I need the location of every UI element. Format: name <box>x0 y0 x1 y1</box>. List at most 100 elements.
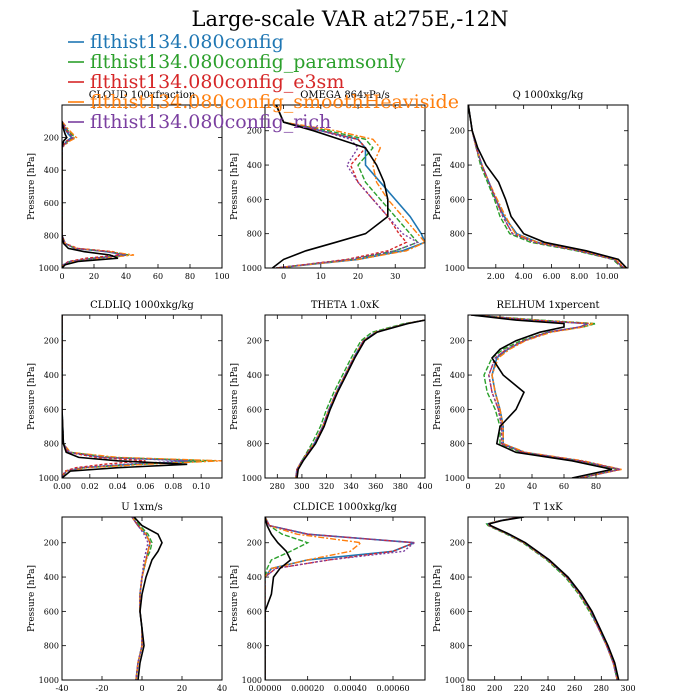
y-tick-label: 1000 <box>242 676 262 685</box>
x-tick-label: 0.00040 <box>334 684 367 693</box>
panel-lines <box>62 120 135 268</box>
x-tick-label: 220 <box>514 684 529 693</box>
x-tick-label: 0 <box>59 272 64 281</box>
y-tick-label: 1000 <box>39 264 59 273</box>
series-line-3 <box>275 105 425 268</box>
y-tick-label: 800 <box>450 440 465 449</box>
panel-title: OMEGA 864xPa/s <box>300 90 390 101</box>
legend-label: flthist134.080config <box>90 31 284 53</box>
y-tick-label: 200 <box>450 539 465 548</box>
panel-lines <box>468 105 628 268</box>
series-line-1 <box>62 120 130 268</box>
x-tick-label: 0.00020 <box>291 684 324 693</box>
series-line-2 <box>265 517 415 680</box>
panel-title: CLOUD 100xfraction <box>89 90 196 101</box>
panel-title: Q 1000xkg/kg <box>513 90 584 101</box>
panel-frame <box>61 314 223 479</box>
legend-item-4: flthist134.080config_rich <box>68 111 331 133</box>
legend-label: flthist134.080config_smoothHeaviside <box>90 91 459 113</box>
panel-frame <box>467 104 629 269</box>
y-tick-label: 1000 <box>445 264 465 273</box>
panel-frame <box>61 104 223 269</box>
x-tick-label: 300 <box>294 482 309 491</box>
panel-frame <box>467 516 629 681</box>
x-tick-label: 40 <box>527 482 537 491</box>
panel-title: CLDICE 1000xkg/kg <box>293 502 397 513</box>
y-tick-label: 1000 <box>39 474 59 483</box>
y-tick-label: 200 <box>450 127 465 136</box>
series-line-4 <box>275 105 420 268</box>
series-line-1 <box>485 517 618 680</box>
y-tick-label: 600 <box>44 607 59 616</box>
y-tick-label: 200 <box>450 337 465 346</box>
series-line-5 <box>296 319 425 478</box>
series-line-4 <box>265 517 417 680</box>
panel-8: 180 200 220 240 260 280 300 200 400 600 800 1000 Pre… <box>433 502 636 693</box>
series-line-1 <box>295 319 425 478</box>
x-tick-label: 100 <box>214 272 229 281</box>
x-tick-label: 320 <box>319 482 334 491</box>
x-tick-label: -40 <box>56 684 69 693</box>
x-tick-label: 360 <box>368 482 383 491</box>
series-line-5 <box>133 517 163 680</box>
x-tick-label: 80 <box>591 482 601 491</box>
x-tick-label: 0.04 <box>109 482 127 491</box>
x-tick-label: 0.10 <box>192 482 210 491</box>
legend-label: flthist134.080config_rich <box>90 111 331 133</box>
series-line-4 <box>471 315 621 478</box>
x-tick-label: 180 <box>460 684 475 693</box>
y-tick-label: 800 <box>44 642 59 651</box>
series-line-1 <box>265 517 310 680</box>
y-tick-label: 200 <box>247 539 262 548</box>
x-tick-label: 0.02 <box>81 482 99 491</box>
x-tick-label: 0 <box>281 272 286 281</box>
panel-lines <box>485 517 620 680</box>
y-axis-label: Pressure [hPa] <box>433 565 443 632</box>
y-tick-label: 800 <box>247 230 262 239</box>
x-tick-label: 0.00 <box>53 482 71 491</box>
legend: flthist134.080config flthist134.080config… <box>68 31 459 133</box>
y-tick-label: 400 <box>44 573 59 582</box>
x-tick-label: 20 <box>353 272 363 281</box>
legend-item-2: flthist134.080config_e3sm <box>68 71 344 93</box>
y-tick-label: 400 <box>247 371 262 380</box>
series-line-3 <box>471 315 622 478</box>
panel-lines <box>471 315 622 478</box>
panel-1: 0 10 20 30 200 400 600 800 1000 Pressure [hPa] OME… <box>230 90 426 281</box>
series-line-4 <box>468 105 625 268</box>
series-line-5 <box>471 315 613 478</box>
series-line-3 <box>486 517 618 680</box>
y-tick-label: 600 <box>450 195 465 204</box>
y-tick-label: 200 <box>247 337 262 346</box>
x-tick-label: 0 <box>465 482 470 491</box>
y-tick-label: 400 <box>44 371 59 380</box>
series-line-4 <box>131 517 149 680</box>
x-tick-label: 0.06 <box>137 482 155 491</box>
panel-4: 280 300 320 340 360 380 400 200 400 600 800 1000 Pre… <box>230 300 433 491</box>
x-tick-label: 40 <box>217 684 227 693</box>
y-tick-label: 400 <box>450 371 465 380</box>
y-tick-label: 1000 <box>445 474 465 483</box>
x-tick-label: 40 <box>121 272 131 281</box>
series-line-5 <box>271 105 389 268</box>
series-line-0 <box>275 105 425 268</box>
y-tick-label: 800 <box>247 440 262 449</box>
series-line-5 <box>62 121 119 268</box>
x-tick-label: 340 <box>344 482 359 491</box>
series-line-4 <box>62 120 127 268</box>
y-tick-label: 1000 <box>242 474 262 483</box>
y-tick-label: 800 <box>450 642 465 651</box>
y-tick-label: 600 <box>247 607 262 616</box>
series-line-3 <box>62 315 222 478</box>
x-tick-label: 260 <box>567 684 582 693</box>
x-tick-label: 200 <box>487 684 502 693</box>
y-tick-label: 200 <box>44 337 59 346</box>
panel-2: 2.00 4.00 6.00 8.00 10.00 200 400 600 800 1000 Pre… <box>433 90 629 281</box>
x-tick-label: 20 <box>89 272 99 281</box>
y-tick-label: 1000 <box>445 676 465 685</box>
x-tick-label: 0.00000 <box>248 684 281 693</box>
y-tick-label: 1000 <box>39 676 59 685</box>
y-tick-label: 600 <box>450 607 465 616</box>
y-tick-label: 400 <box>450 573 465 582</box>
